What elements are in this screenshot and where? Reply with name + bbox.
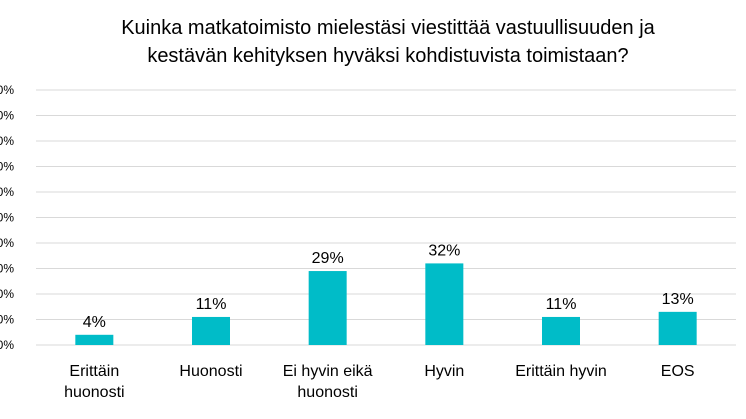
bar	[658, 311, 697, 345]
x-tick-label: Ei hyvin eikä	[283, 363, 373, 380]
data-label: 11%	[196, 296, 227, 313]
data-label: 32%	[428, 242, 460, 259]
data-label: 4%	[83, 314, 106, 331]
x-tick-label: EOS	[661, 363, 695, 380]
x-tick-label: huonosti	[297, 384, 358, 401]
y-tick-label: 0%	[0, 160, 14, 174]
y-tick-label: 0%	[0, 83, 14, 97]
data-label: 13%	[662, 291, 694, 308]
x-tick-label: Huonosti	[179, 363, 242, 380]
bar	[192, 316, 230, 345]
y-tick-label: 0%	[0, 236, 14, 250]
y-tick-label: 0%	[0, 287, 14, 301]
chart-title-line: kestävän kehityksen hyväksi kohdistuvist…	[147, 45, 629, 67]
y-tick-label: 0%	[0, 211, 14, 225]
y-tick-label: 0%	[0, 262, 14, 276]
data-label: 11%	[546, 296, 577, 313]
bar	[308, 271, 347, 345]
x-tick-label: Hyvin	[424, 363, 464, 380]
y-tick-label: 0%	[0, 313, 14, 327]
bar	[542, 316, 580, 345]
y-tick-label: 0%	[0, 134, 14, 148]
data-label: 29%	[312, 250, 344, 267]
bar	[425, 263, 464, 345]
y-tick-label: 0%	[0, 338, 14, 352]
x-tick-label: huonosti	[64, 384, 125, 401]
x-tick-label: Erittäin hyvin	[515, 363, 607, 380]
y-tick-label: 0%	[0, 185, 14, 199]
bar	[75, 334, 114, 345]
x-tick-label: Erittäin	[69, 363, 119, 380]
y-tick-label: 0%	[0, 109, 14, 123]
chart-title: Kuinka matkatoimisto mielestäsi viestitt…	[30, 14, 746, 70]
chart-title-line: Kuinka matkatoimisto mielestäsi viestitt…	[121, 17, 655, 39]
